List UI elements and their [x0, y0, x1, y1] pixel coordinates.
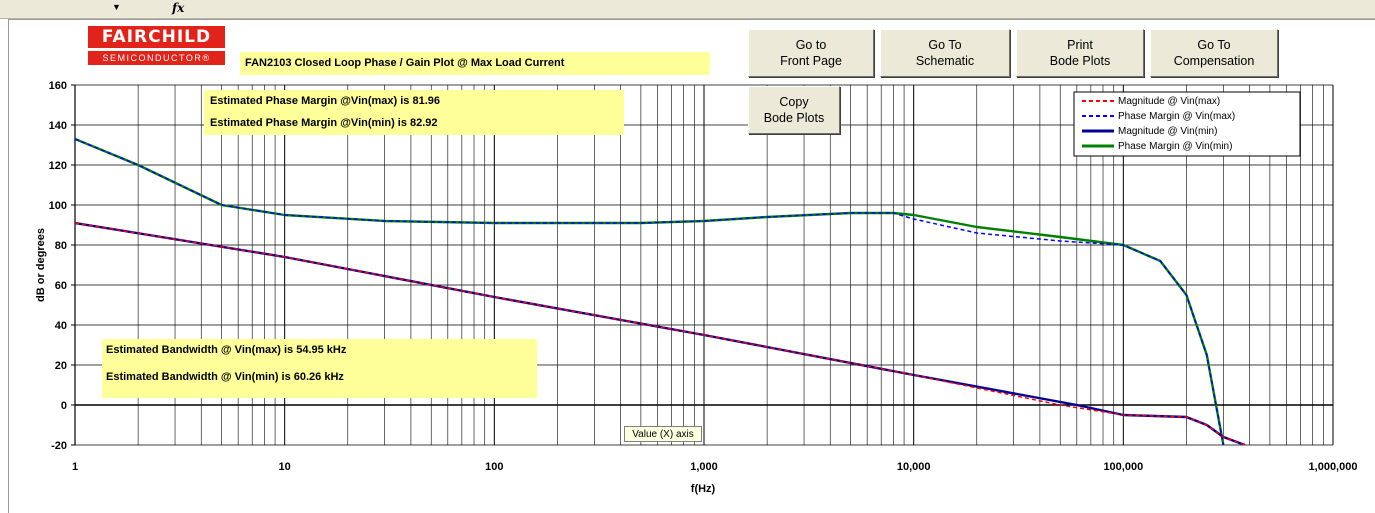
bandwidth-note: Estimated Bandwidth @ Vin(max) is 54.95 … — [102, 339, 537, 398]
x-tick-label: 100 — [485, 461, 503, 473]
y-tick-label: 100 — [49, 200, 67, 212]
phase-margin-vmax-text: Estimated Phase Margin @Vin(max) is 81.9… — [210, 95, 441, 107]
go-to-schematic-button[interactable]: Go To Schematic — [880, 29, 1010, 77]
y-tick-label: 20 — [55, 360, 67, 372]
x-axis-tooltip: Value (X) axis — [624, 426, 702, 442]
legend-label-phase-vmin: Phase Margin @ Vin(min) — [1118, 141, 1232, 152]
x-axis-ticks: 1 10 100 1,000 10,000 100,000 1,000,000 — [72, 461, 1358, 473]
y-tick-label: 40 — [55, 320, 67, 332]
logo-wordmark: FAIRCHILD — [88, 26, 225, 48]
y-tick-label: 60 — [55, 280, 67, 292]
phase-margin-vmin-text: Estimated Phase Margin @Vin(min) is 82.9… — [210, 117, 438, 129]
bandwidth-vmin-text: Estimated Bandwidth @ Vin(min) is 60.26 … — [106, 371, 344, 383]
go-to-front-page-button[interactable]: Go to Front Page — [748, 29, 874, 77]
sheet-area — [8, 19, 1375, 513]
phase-margin-note: Estimated Phase Margin @Vin(max) is 81.9… — [204, 90, 624, 135]
x-tick-label: 1 — [72, 461, 78, 473]
chart-series — [75, 137, 1246, 445]
fairchild-logo: FAIRCHILD SEMICONDUCTOR® — [88, 26, 228, 70]
x-tick-label: 100,000 — [1103, 461, 1143, 473]
y-tick-label: 140 — [49, 120, 67, 132]
x-axis-title: f(Hz) — [691, 483, 716, 495]
logo-subtitle: SEMICONDUCTOR® — [88, 51, 225, 65]
x-tick-label: 10,000 — [897, 461, 931, 473]
legend-label-mag-vmin: Magnitude @ Vin(min) — [1118, 126, 1217, 137]
print-bode-plots-button[interactable]: Print Bode Plots — [1016, 29, 1144, 77]
y-tick-label: 0 — [61, 400, 67, 412]
series-line-0 — [75, 222, 1246, 445]
series-line-2 — [75, 221, 1246, 445]
go-to-compensation-button[interactable]: Go To Compensation — [1150, 29, 1278, 77]
bandwidth-vmax-text: Estimated Bandwidth @ Vin(max) is 54.95 … — [106, 344, 347, 356]
x-tick-label: 1,000 — [690, 461, 718, 473]
x-tick-label: 1,000,000 — [1309, 461, 1358, 473]
chart-title: FAN2103 Closed Loop Phase / Gain Plot @ … — [240, 52, 710, 75]
formula-bar: ▼ fx — [0, 0, 1375, 19]
series-line-1 — [75, 138, 1225, 445]
name-box-dropdown-icon[interactable]: ▼ — [112, 2, 121, 12]
copy-bode-plots-button[interactable]: Copy Bode Plots — [748, 86, 840, 134]
x-tick-label: 10 — [279, 461, 291, 473]
y-axis-ticks: -20 0 20 40 60 80 100 120 140 160 — [49, 80, 67, 452]
y-tick-label: -20 — [51, 440, 67, 452]
legend-label-phase-vmax: Phase Margin @ Vin(max) — [1118, 111, 1235, 122]
y-axis-title: dB or degrees — [35, 228, 47, 302]
y-tick-label: 120 — [49, 160, 67, 172]
y-tick-label: 160 — [49, 80, 67, 92]
legend-label-mag-vmax: Magnitude @ Vin(max) — [1118, 96, 1220, 107]
fx-icon[interactable]: fx — [172, 1, 185, 15]
y-tick-label: 80 — [55, 240, 67, 252]
chart-legend: Magnitude @ Vin(max) Phase Margin @ Vin(… — [1073, 91, 1301, 157]
